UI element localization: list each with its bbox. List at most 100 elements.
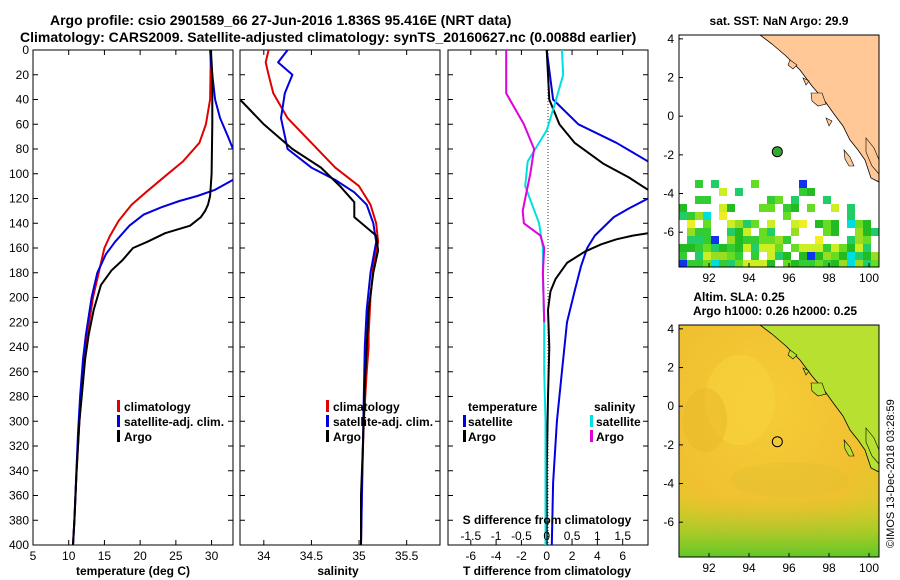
difference-panel: -6 -4 -2 0 2 4 6 S difference from climatology… [447, 49, 649, 578]
sst-pixel [751, 220, 759, 228]
depth-tick-label: 340 [9, 464, 29, 478]
sst-pixel [847, 220, 855, 228]
island [802, 367, 810, 376]
x-tick-label: 25 [169, 549, 183, 563]
depth-tick-label: 200 [9, 291, 29, 305]
sst-pixel [767, 260, 775, 267]
depth-tick-label: 40 [16, 93, 30, 107]
sst-pixel [791, 196, 799, 204]
sst-pixel [759, 204, 767, 212]
sst-pixel [727, 252, 735, 260]
sst-pixel [719, 188, 727, 196]
sst-pixel [855, 244, 863, 252]
sst-pixel [679, 204, 687, 212]
series-line-2-0 [545, 50, 648, 163]
sst-pixel [807, 188, 815, 196]
t-difference-axis-label: T difference from climatology [463, 564, 631, 578]
temperature-axis: 5 10 15 20 25 30 [30, 50, 219, 563]
sst-map-title: sat. SST: NaN Argo: 29.9 [710, 14, 849, 28]
depth-tick-label: 380 [9, 513, 29, 527]
sst-pixel [799, 220, 807, 228]
sst-pixel [799, 252, 807, 260]
x-tick-label: 2 [569, 549, 576, 563]
sst-pixel [831, 228, 839, 236]
sst-pixel [863, 228, 871, 236]
island [802, 77, 810, 86]
sst-pixel [679, 260, 687, 267]
sst-pixel [703, 252, 711, 260]
lon-tick-label: 96 [782, 561, 796, 575]
sst-pixel [743, 236, 751, 244]
legend-argo: Argo [333, 430, 361, 444]
sst-pixel [847, 204, 855, 212]
sst-pixel [815, 260, 823, 267]
sst-pixel [751, 244, 759, 252]
x-tick-label: 34 [257, 549, 271, 563]
lon-tick-label: 92 [702, 561, 716, 575]
sst-pixel [735, 236, 743, 244]
sst-pixel [695, 260, 703, 267]
sst-pixel [815, 252, 823, 260]
lat-tick-label: 2 [667, 361, 674, 375]
sst-pixel [767, 228, 775, 236]
sst-pixel [727, 260, 735, 267]
island [843, 149, 855, 167]
sst-pixel [863, 260, 871, 267]
lon-tick-label: 98 [822, 561, 836, 575]
sst-pixel [799, 188, 807, 196]
sla-patch [730, 462, 850, 498]
sst-pixel [871, 252, 879, 260]
sst-pixel [687, 212, 695, 220]
legend-satellite-adj: satellite-adj. clim. [124, 415, 224, 429]
legend-swatch-satellite [117, 415, 120, 427]
sst-pixel [847, 260, 855, 267]
depth-tick-label: 320 [9, 439, 29, 453]
sst-pixel [847, 252, 855, 260]
sst-pixel [855, 252, 863, 260]
island [865, 427, 879, 465]
sst-pixel [799, 180, 807, 188]
depth-tick-label: 0 [22, 43, 29, 57]
sst-pixel [687, 244, 695, 252]
sst-pixel [711, 236, 719, 244]
sst-pixel [743, 228, 751, 236]
sst-pixel [847, 236, 855, 244]
island [787, 59, 798, 70]
sst-pixel [767, 244, 775, 252]
depth-tick-label: 80 [16, 142, 30, 156]
sst-pixel [783, 212, 791, 220]
lon-tick-label: 98 [822, 271, 836, 285]
sst-pixel [695, 212, 703, 220]
x-tick-label: 15 [98, 549, 112, 563]
temperature-plot-frame [32, 49, 234, 546]
sst-pixel [687, 260, 695, 267]
sst-pixel [855, 236, 863, 244]
sst-pixel [759, 236, 767, 244]
lat-tick-label: -2 [663, 148, 674, 162]
figure-title-line1: Argo profile: csio 2901589_66 27-Jun-201… [50, 12, 511, 28]
sst-pixel [719, 212, 727, 220]
sst-pixel [831, 220, 839, 228]
sst-map-content [679, 35, 879, 267]
sst-pixel [695, 252, 703, 260]
sst-pixel [807, 252, 815, 260]
island [843, 439, 855, 457]
sst-pixel [855, 260, 863, 267]
island [825, 117, 833, 127]
sst-pixel [815, 244, 823, 252]
s-difference-tick-label: -0.5 [511, 529, 532, 543]
legend-temperature-heading: temperature [468, 400, 538, 414]
lat-tick-label: -4 [663, 477, 674, 491]
sst-pixel [735, 260, 743, 267]
sst-pixel [791, 244, 799, 252]
island [810, 92, 827, 107]
sst-pixel [783, 236, 791, 244]
sst-map: sat. SST: NaN Argo: 29.9 92 94 96 98 100 4 2 0 -… [663, 14, 880, 285]
sst-pixel [767, 236, 775, 244]
sst-pixel [703, 236, 711, 244]
sst-pixel [703, 260, 711, 267]
s-difference-tick-label: 0 [543, 529, 550, 543]
lat-tick-label: 4 [667, 322, 674, 336]
legend-swatch-s-argo [590, 430, 593, 442]
